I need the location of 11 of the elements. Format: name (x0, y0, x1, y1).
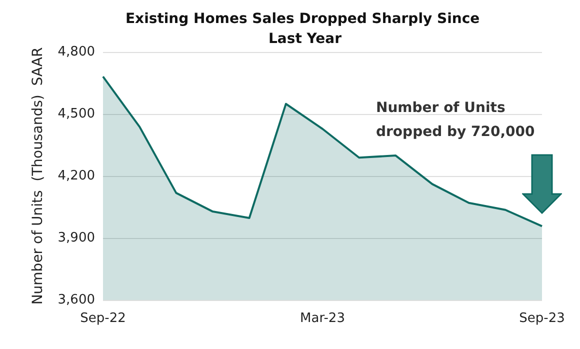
y-axis-title: Number of Units (Thousands) SAAR (30, 47, 46, 305)
x-tick-label: Sep-22 (80, 311, 126, 326)
y-tick-label: 3,600 (58, 292, 95, 308)
annotation: Number of Units dropped by 720,000 (376, 100, 536, 140)
y-tick-label: 4,200 (58, 168, 95, 184)
x-tick-label: Sep-23 (519, 311, 565, 326)
y-tick-label: 4,500 (58, 106, 95, 122)
x-tick-label: Mar-23 (300, 311, 345, 326)
y-tick-label: 4,800 (58, 44, 95, 60)
y-tick-label: 3,900 (58, 230, 95, 246)
chart-title: Existing Homes Sales Dropped Sharply Since Last Year (125, 11, 485, 47)
